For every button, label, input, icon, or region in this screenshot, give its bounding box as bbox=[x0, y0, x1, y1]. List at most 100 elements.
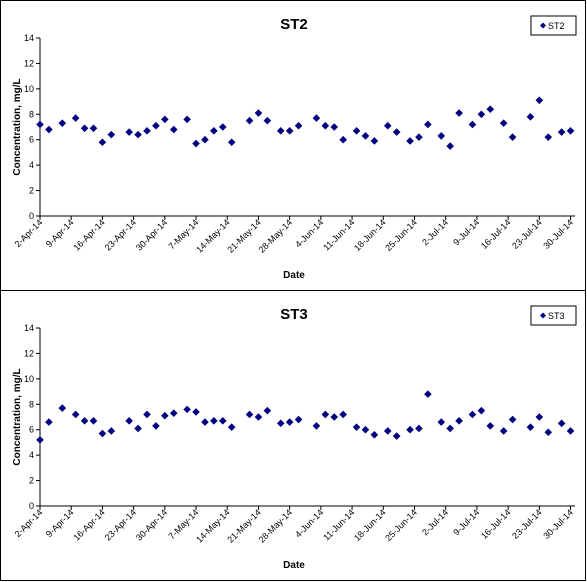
data-point bbox=[152, 422, 160, 430]
data-point bbox=[192, 408, 200, 416]
data-point bbox=[330, 123, 339, 131]
data-point bbox=[455, 109, 463, 117]
y-tick-label: 2 bbox=[29, 186, 34, 196]
data-point bbox=[218, 417, 227, 425]
x-tick-label: 23-Jul-14 bbox=[510, 507, 544, 541]
data-point bbox=[263, 116, 272, 125]
x-tick-label: 2-Apr-14 bbox=[13, 507, 45, 539]
data-point bbox=[125, 128, 133, 136]
data-point bbox=[526, 423, 535, 431]
data-point bbox=[192, 139, 200, 148]
x-tick-label: 9-Apr-14 bbox=[44, 217, 76, 249]
data-point bbox=[321, 121, 330, 130]
data-point bbox=[446, 424, 454, 433]
data-point bbox=[468, 120, 477, 129]
data-point bbox=[437, 418, 446, 426]
y-tick-label: 14 bbox=[24, 323, 34, 333]
y-tick-label: 10 bbox=[24, 84, 34, 94]
data-point bbox=[535, 413, 544, 421]
data-point bbox=[321, 410, 330, 419]
x-tick-label: 30-Apr-14 bbox=[134, 217, 169, 252]
x-tick-label: 9-Jul-14 bbox=[451, 217, 481, 247]
x-tick-label: 25-Jun-14 bbox=[383, 507, 419, 543]
x-tick-label: 16-Apr-14 bbox=[71, 217, 106, 252]
data-point bbox=[557, 128, 566, 136]
data-point bbox=[352, 423, 361, 431]
data-point bbox=[36, 436, 44, 444]
x-tick-label: 28-May-14 bbox=[257, 217, 294, 254]
data-point bbox=[526, 113, 535, 121]
y-tick-label: 8 bbox=[29, 109, 34, 119]
data-point bbox=[89, 124, 98, 133]
legend-box bbox=[530, 305, 577, 326]
data-point bbox=[339, 135, 347, 144]
data-point bbox=[535, 96, 544, 105]
x-tick-label: 30-Jul-14 bbox=[541, 507, 575, 541]
data-point bbox=[45, 418, 53, 426]
data-point bbox=[45, 125, 53, 134]
data-point bbox=[201, 418, 209, 426]
x-tick-label: 2-Jul-14 bbox=[420, 507, 450, 537]
data-point bbox=[383, 427, 392, 435]
x-tick-label: 23-Jul-14 bbox=[510, 217, 544, 251]
x-tick-label: 23-Apr-14 bbox=[103, 507, 138, 542]
data-point bbox=[477, 406, 486, 415]
data-point bbox=[361, 132, 370, 140]
chart-st2-svg: ST2 Concentration, mg/L Date 0 2 4 6 8 10 12 14 2-A… bbox=[12, 15, 577, 281]
data-point bbox=[107, 130, 116, 139]
x-axis-label: Date bbox=[283, 560, 305, 571]
x-tick-label: 28-May-14 bbox=[257, 507, 294, 544]
data-point bbox=[98, 429, 107, 438]
y-tick-label: 2 bbox=[29, 476, 34, 486]
data-point bbox=[370, 137, 379, 145]
data-point bbox=[330, 413, 339, 421]
data-point bbox=[370, 431, 379, 439]
data-point bbox=[254, 109, 263, 117]
data-point bbox=[339, 410, 347, 419]
data-point bbox=[361, 425, 370, 434]
y-axis-label: Concentration, mg/L bbox=[12, 78, 23, 175]
y-tick-label: 4 bbox=[29, 160, 34, 170]
data-point bbox=[183, 405, 191, 414]
data-point bbox=[125, 417, 133, 425]
data-point bbox=[169, 125, 178, 134]
x-tick-label: 2-Jul-14 bbox=[420, 217, 450, 247]
data-point bbox=[58, 404, 67, 412]
data-point bbox=[406, 137, 414, 145]
legend-label: ST3 bbox=[548, 311, 565, 321]
data-point bbox=[161, 115, 169, 124]
data-point bbox=[468, 410, 477, 419]
data-point bbox=[276, 127, 285, 135]
data-point bbox=[508, 133, 517, 141]
data-point bbox=[557, 419, 566, 428]
x-tick-label: 9-Jul-14 bbox=[451, 507, 481, 537]
data-point bbox=[36, 120, 44, 129]
legend-marker bbox=[540, 22, 546, 29]
x-tick-label: 25-Jun-14 bbox=[383, 217, 419, 253]
data-point bbox=[294, 121, 303, 130]
x-tick-label: 30-Jul-14 bbox=[541, 217, 575, 251]
x-tick-label: 11-Jun-14 bbox=[321, 507, 356, 542]
data-point bbox=[383, 121, 392, 130]
chart-panel-st3: ST3 Concentration, mg/L Date 0 2 4 6 8 10 12 14 2-A… bbox=[0, 290, 586, 581]
data-point bbox=[285, 127, 294, 135]
data-point bbox=[437, 132, 446, 140]
x-tick-label: 16-Apr-14 bbox=[71, 507, 106, 542]
data-point bbox=[71, 410, 80, 419]
data-point bbox=[98, 138, 107, 147]
data-point bbox=[80, 417, 89, 425]
data-point bbox=[169, 409, 178, 417]
y-tick-label: 0 bbox=[29, 501, 34, 511]
y-tick-label: 14 bbox=[24, 33, 34, 43]
data-point bbox=[152, 121, 160, 130]
y-tick-label: 12 bbox=[24, 58, 34, 68]
data-point bbox=[508, 415, 517, 424]
data-point bbox=[276, 419, 285, 428]
y-axis-label: Concentration, mg/L bbox=[12, 368, 23, 465]
y-tick-label: 6 bbox=[29, 135, 34, 145]
x-tick-label: 18-Jun-14 bbox=[352, 217, 388, 253]
y-tick-label: 10 bbox=[24, 374, 34, 384]
data-point bbox=[415, 133, 423, 141]
data-point bbox=[544, 428, 553, 437]
data-point bbox=[486, 105, 495, 113]
